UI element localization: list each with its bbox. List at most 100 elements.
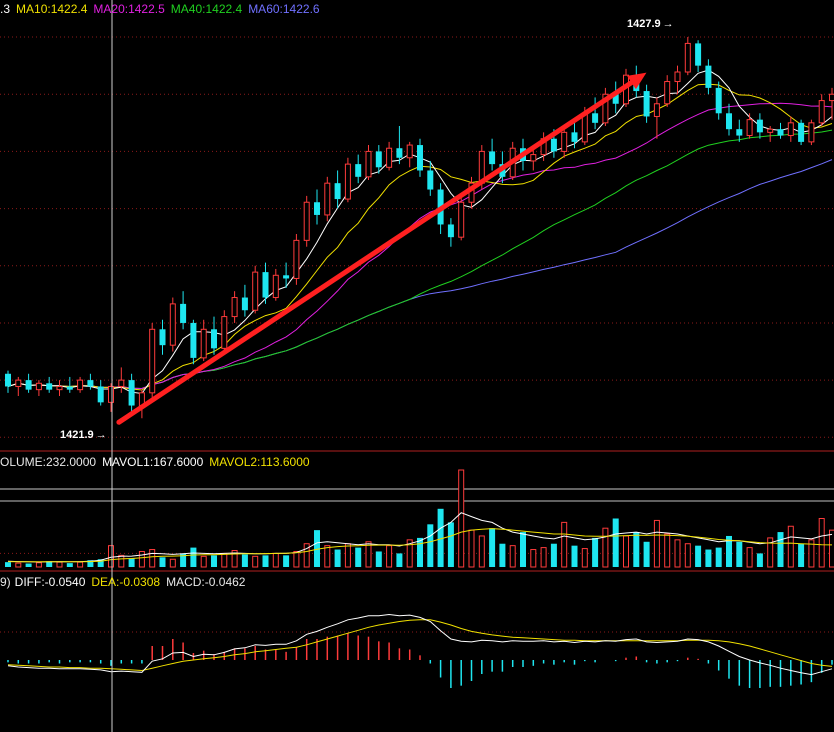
volume-bar-up	[386, 545, 393, 568]
candle-body-up	[787, 122, 794, 137]
volume-bar-up	[77, 561, 84, 568]
price-legend: .3 MA10:1422.4 MA20:1422.5 MA40:1422.4 MA60:…	[0, 2, 326, 16]
volume-bar-down	[489, 528, 496, 567]
candle-body-up	[118, 379, 125, 387]
dea-line	[7, 619, 833, 672]
volume-bar-up	[458, 469, 465, 568]
candle-body-up	[15, 379, 22, 387]
volume-bar-up	[674, 539, 681, 568]
mavol2-legend: MAVOL2:113.6000	[209, 455, 310, 469]
volume-bar-up	[365, 541, 372, 568]
candle-body-up	[653, 103, 660, 117]
candle-body-down	[447, 224, 454, 238]
high-arrow-glyph: →	[662, 18, 674, 30]
volume-bar-down	[5, 562, 11, 567]
candle-body-down	[798, 122, 805, 142]
candle-body-down	[375, 151, 382, 168]
volume-bar-up	[509, 545, 516, 568]
volume-layer	[5, 469, 834, 568]
dea-legend: DEA:-0.0308	[91, 575, 161, 589]
volume-bar-down	[798, 543, 805, 567]
volume-bar-up	[664, 533, 671, 568]
volume-bar-down	[417, 537, 423, 567]
candle-body-down	[46, 383, 53, 390]
candle-body-up	[200, 328, 207, 359]
candle-body-down	[736, 129, 743, 136]
volume-bar-down	[283, 555, 290, 567]
candle-body-down	[128, 380, 135, 406]
volume-bar-down	[726, 535, 732, 567]
candle-body-down	[314, 202, 320, 215]
candle-body-down	[695, 43, 702, 66]
low-arrow-glyph: →	[95, 429, 107, 441]
volume-bar-up	[406, 539, 413, 568]
candle-body-up	[231, 297, 238, 318]
volume-bar-down	[643, 541, 650, 567]
volume-bar-up	[221, 552, 228, 568]
candle-body-up	[664, 81, 671, 105]
ma5-line	[7, 69, 833, 395]
candle-body-down	[97, 386, 104, 403]
volume-bar-down	[262, 555, 269, 567]
volume-bar-up	[468, 529, 475, 568]
volume-bar-up	[169, 558, 176, 568]
macd-params: 9)	[0, 575, 11, 589]
volume-bar-down	[180, 553, 187, 567]
high-price-value: 1427.9	[627, 18, 661, 30]
volume-bar-up	[108, 545, 114, 568]
ma5-legend: .3	[0, 2, 11, 16]
candle-body-up	[344, 163, 351, 200]
volume-bar-down	[211, 555, 217, 567]
candle-body-down	[643, 91, 650, 117]
ma60-legend: MA60:1422.6	[248, 2, 320, 16]
volume-bar-down	[46, 561, 53, 567]
candle-body-up	[169, 303, 176, 346]
candle-body-up	[829, 93, 834, 102]
candle-body-down	[334, 183, 341, 200]
ma20-legend: MA20:1422.5	[93, 2, 165, 16]
volume-bar-down	[571, 545, 578, 567]
candle-body-up	[56, 385, 63, 391]
volume-bar-up	[252, 555, 259, 568]
volume-bar-up	[344, 543, 351, 568]
volume-bar-down	[355, 547, 362, 567]
volume-bar-down	[314, 530, 320, 567]
candle-body-up	[35, 382, 42, 391]
volume-bar-up	[653, 519, 660, 568]
volume-bar-down	[705, 549, 712, 567]
volume-bar-down	[128, 558, 135, 567]
volume-bar-up	[149, 549, 156, 568]
volume-bar-down	[777, 532, 784, 567]
candle-body-up	[746, 119, 753, 137]
volume-bar-down	[25, 563, 32, 567]
volume-bar-down	[715, 547, 722, 567]
ma60-line	[7, 159, 833, 390]
volume-bar-down	[592, 537, 599, 567]
volume-bar-down	[97, 559, 104, 567]
candle-body-up	[272, 274, 279, 299]
volume-bar-up	[530, 549, 537, 568]
volume-bar-up	[303, 543, 310, 568]
candle-body-down	[427, 170, 434, 190]
volume-bar-down	[633, 532, 640, 567]
ma10-legend: MA10:1422.4	[16, 2, 88, 16]
volume-bar-up	[293, 550, 300, 568]
candle-body-up	[77, 379, 84, 391]
candle-body-down	[715, 87, 722, 114]
candle-body-up	[108, 385, 114, 403]
candle-body-up	[602, 93, 609, 124]
candle-body-up	[767, 128, 774, 133]
ma40-legend: MA40:1422.4	[170, 2, 243, 16]
trend-arrow-head	[627, 72, 647, 90]
candle-body-up	[303, 201, 310, 241]
volume-bar-down	[334, 549, 341, 567]
volume-bar-down	[159, 557, 166, 567]
volume-bar-down	[756, 553, 763, 567]
candle-body-down	[262, 272, 269, 298]
volume-bar-down	[447, 522, 454, 567]
volume-bar-up	[118, 554, 125, 568]
mavol2-line	[7, 528, 833, 563]
volume-bar-up	[808, 539, 815, 568]
volume-bar-up	[15, 562, 22, 568]
